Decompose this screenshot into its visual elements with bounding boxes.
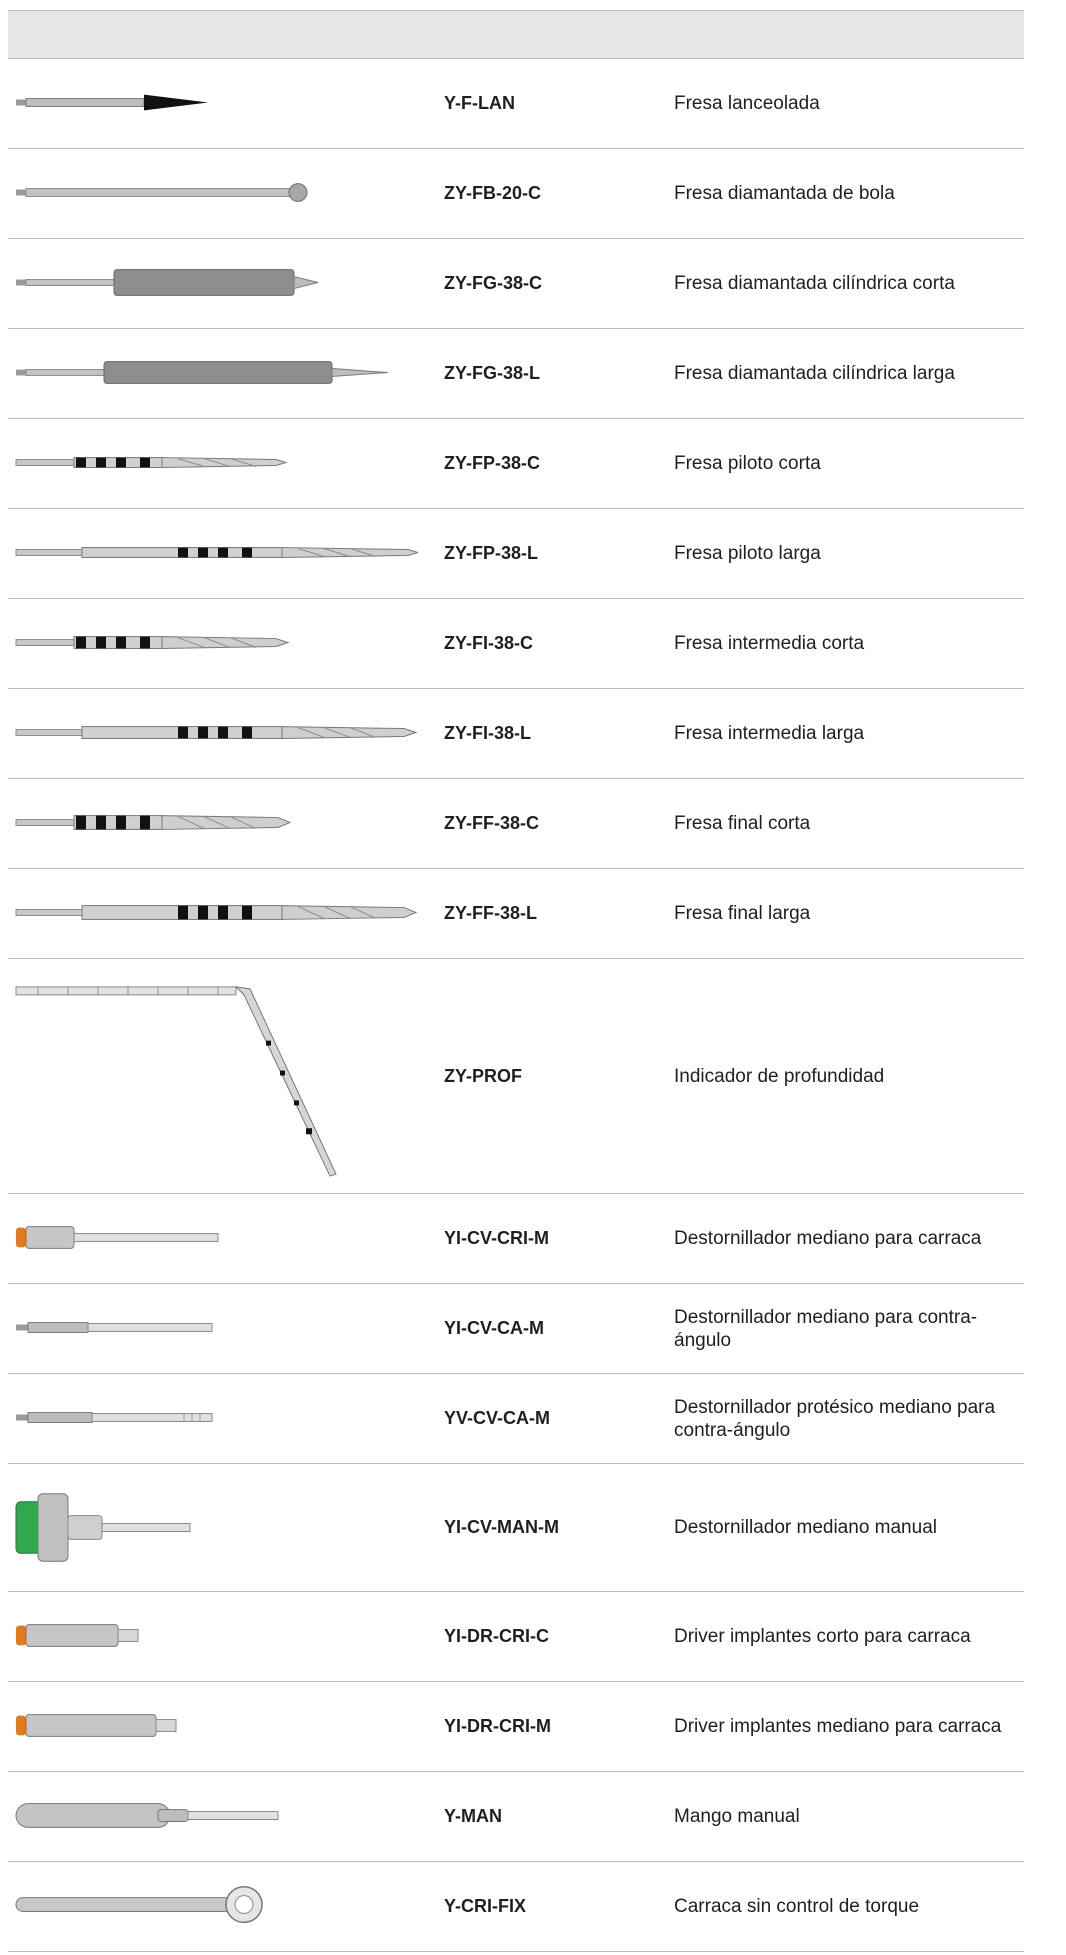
table-row: YI-DR-CRI-M Driver implantes mediano par… — [8, 1682, 1024, 1772]
product-description: Fresa intermedia corta — [674, 633, 865, 654]
product-code: YI-CV-CRI-M — [444, 1228, 549, 1248]
product-description: Destornillador mediano para carraca — [674, 1228, 982, 1249]
depth-gauge-icon — [8, 959, 418, 1193]
table-row: Y-CRI-FIX Carraca sin control de torque — [8, 1862, 1024, 1952]
contra-angle-screwdriver-icon — [8, 1284, 418, 1373]
table-row: ZY-FG-38-C Fresa diamantada cilíndrica c… — [8, 239, 1024, 329]
table-row: ZY-PROF Indicador de profundidad — [8, 959, 1024, 1194]
intermediate-drill-long-icon — [8, 689, 418, 778]
product-code: Y-F-LAN — [444, 93, 515, 113]
product-code: Y-CRI-FIX — [444, 1896, 527, 1916]
table-row: ZY-FB-20-C Fresa diamantada de bola — [8, 149, 1024, 239]
product-code: ZY-FP-38-C — [444, 453, 541, 473]
product-description: Carraca sin control de torque — [674, 1896, 920, 1917]
product-description: Fresa final larga — [674, 903, 811, 924]
product-description: Fresa diamantada de bola — [674, 183, 895, 204]
pilot-drill-long-icon — [8, 509, 418, 598]
table-row: ZY-FI-38-L Fresa intermedia larga — [8, 689, 1024, 779]
product-description: Fresa final corta — [674, 813, 811, 834]
product-code: ZY-FF-38-C — [444, 813, 540, 833]
product-code: ZY-FF-38-L — [444, 903, 537, 923]
product-code: ZY-FG-38-L — [444, 363, 541, 383]
product-code: ZY-PROF — [444, 1065, 523, 1086]
product-code: ZY-FI-38-L — [444, 723, 532, 743]
table-header — [8, 11, 1024, 59]
manual-handle-icon — [8, 1772, 418, 1861]
intermediate-drill-short-icon — [8, 599, 418, 688]
cylindrical-bur-short-icon — [8, 239, 418, 328]
table-row: Y-MAN Mango manual — [8, 1772, 1024, 1862]
table-row: ZY-FI-38-C Fresa intermedia corta — [8, 599, 1024, 689]
manual-screwdriver-icon — [8, 1464, 418, 1591]
product-code: Y-MAN — [444, 1806, 502, 1826]
product-code: ZY-FP-38-L — [444, 543, 539, 563]
product-description: Mango manual — [674, 1806, 800, 1827]
product-description: Driver implantes mediano para carraca — [674, 1716, 1002, 1737]
product-code: ZY-FB-20-C — [444, 183, 542, 203]
implant-driver-short-icon — [8, 1592, 418, 1681]
product-code: ZY-FI-38-C — [444, 633, 534, 653]
product-description: Fresa piloto corta — [674, 453, 821, 474]
product-code: YV-CV-CA-M — [444, 1408, 551, 1428]
table-row: YI-CV-CA-M Destornillador mediano para c… — [8, 1284, 1024, 1374]
product-code: ZY-FG-38-C — [444, 273, 543, 293]
product-description: Indicador de profundidad — [674, 1065, 885, 1087]
ball-diamond-bur-icon — [8, 149, 418, 238]
final-drill-short-icon — [8, 779, 418, 868]
product-description: Fresa lanceolada — [674, 93, 820, 114]
product-code: YI-DR-CRI-M — [444, 1716, 551, 1736]
product-description: Destornillador protésico mediano para co… — [674, 1396, 996, 1441]
product-description: Fresa piloto larga — [674, 543, 821, 564]
table-row: ZY-FF-38-L Fresa final larga — [8, 869, 1024, 959]
ratchet-screwdriver-icon — [8, 1194, 418, 1283]
product-description: Destornillador mediano para contra-ángul… — [674, 1306, 978, 1351]
table-row: ZY-FP-38-C Fresa piloto corta — [8, 419, 1024, 509]
product-description: Driver implantes corto para carraca — [674, 1626, 971, 1647]
pilot-drill-short-icon — [8, 419, 418, 508]
prosthetic-screwdriver-icon — [8, 1374, 418, 1463]
lance-drill-icon — [8, 59, 418, 148]
product-description: Fresa diamantada cilíndrica larga — [674, 363, 955, 384]
table-row: YI-CV-CRI-M Destornillador mediano para … — [8, 1194, 1024, 1284]
product-code: YI-CV-CA-M — [444, 1318, 544, 1338]
table-row: ZY-FF-38-C Fresa final corta — [8, 779, 1024, 869]
table-row: ZY-FG-38-L Fresa diamantada cilíndrica l… — [8, 329, 1024, 419]
cylindrical-bur-long-icon — [8, 329, 418, 418]
product-description: Destornillador mediano manual — [674, 1517, 937, 1538]
product-description: Fresa diamantada cilíndrica corta — [674, 273, 955, 294]
final-drill-long-icon — [8, 869, 418, 958]
ratchet-wrench-icon — [8, 1862, 418, 1951]
table-row: ZY-FP-38-L Fresa piloto larga — [8, 509, 1024, 599]
product-code: YI-DR-CRI-C — [444, 1626, 549, 1646]
implant-driver-medium-icon — [8, 1682, 418, 1771]
product-code: YI-CV-MAN-M — [444, 1517, 559, 1537]
product-description: Fresa intermedia larga — [674, 723, 865, 744]
table-row: YI-DR-CRI-C Driver implantes corto para … — [8, 1592, 1024, 1682]
table-row: YV-CV-CA-M Destornillador protésico medi… — [8, 1374, 1024, 1464]
instrument-table: Y-F-LAN Fresa lanceolada ZY-FB-20-C Fres… — [8, 10, 1024, 1952]
table-row: YI-CV-MAN-M Destornillador mediano manua… — [8, 1464, 1024, 1592]
table-row: Y-F-LAN Fresa lanceolada — [8, 59, 1024, 149]
